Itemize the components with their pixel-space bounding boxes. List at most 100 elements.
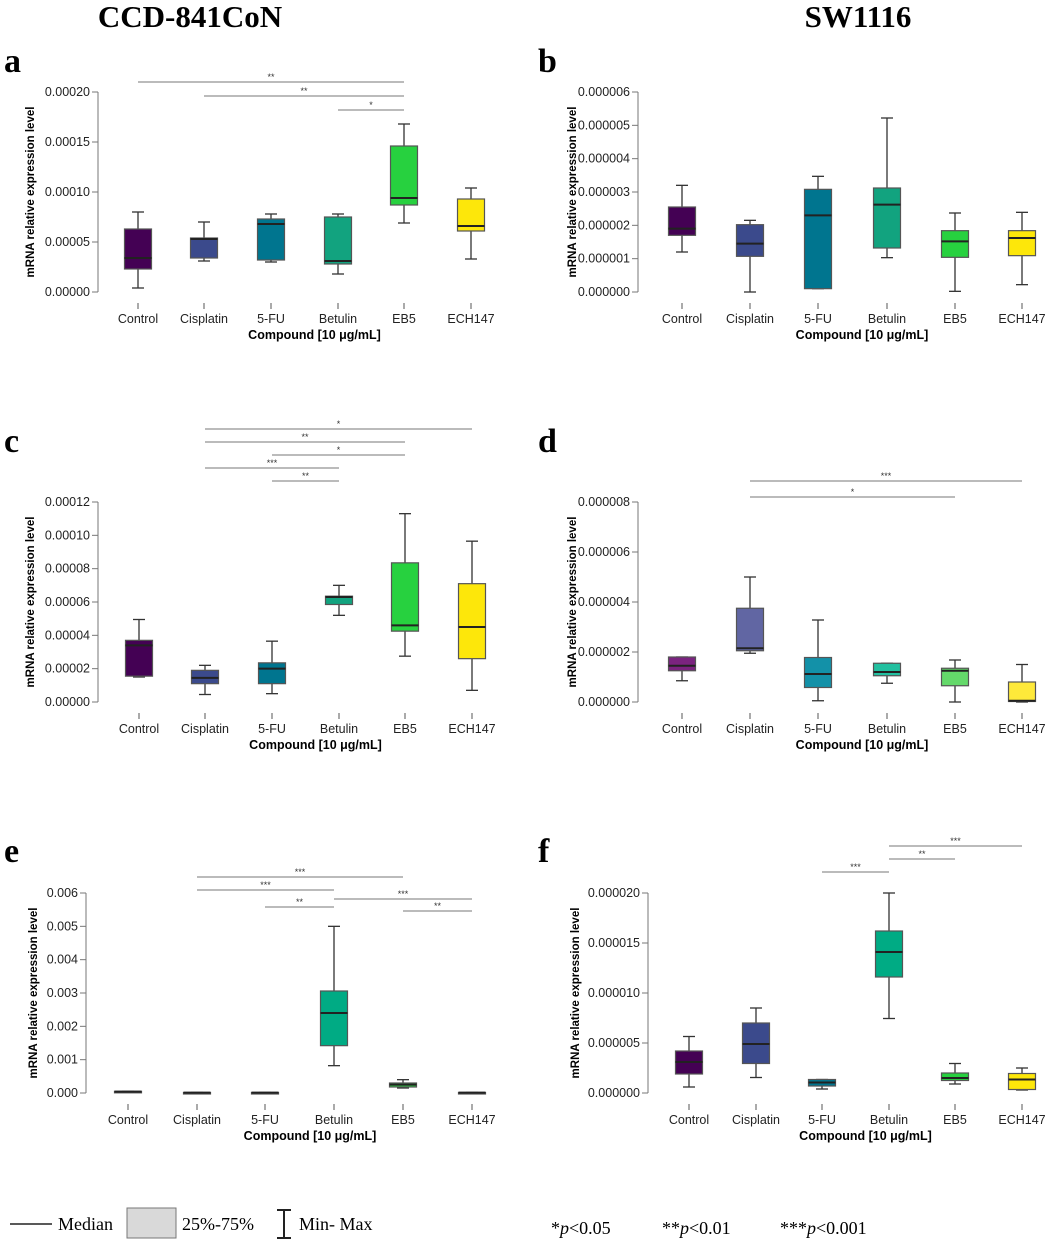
x-axis-title: Compound [10 μg/mL] [244,1129,377,1143]
box-betulin [872,117,902,259]
y-tick-label: 0.00008 [45,562,90,576]
legend-iqr-box [126,1207,177,1239]
y-tick-label: 0.00010 [45,528,90,542]
column-title-right: SW1116 [805,0,912,34]
iqr-box [1007,1072,1037,1091]
y-tick-label: 0.000002 [578,218,630,232]
y-tick-label: 0.000004 [578,152,630,166]
x-tick-label: Betulin [315,1113,353,1127]
x-tick-label: Betulin [868,312,906,326]
y-tick-label: 0.006 [47,886,78,900]
box-ech147 [1007,1067,1037,1091]
x-tick-label: Cisplatin [726,312,774,326]
x-axis-title: Compound [10 μg/mL] [799,1129,932,1143]
legend-sig-3: ***p<0.001 [780,1218,867,1238]
x-tick-label: Control [108,1113,148,1127]
significance-label: *** [398,889,409,899]
panel-a: a 0.00000 0.00005 0.00010 0.00015 0.00020 mRNA… [4,43,495,342]
y-tick-label: 0.000005 [578,118,630,132]
significance-label: ** [301,432,309,442]
y-tick-label: 0.000000 [588,1086,640,1100]
panel-label: f [538,833,550,870]
y-tick-label: 0.003 [47,986,78,1000]
box-eb5 [940,212,970,292]
x-tick-label: EB5 [943,312,967,326]
iqr-box [189,237,219,259]
y-tick-label: 0.00020 [45,85,90,99]
iqr-box [874,930,904,978]
x-tick-label: 5-FU [808,1113,836,1127]
box-control [113,1090,143,1094]
panel-c: c 0.00000 0.00002 0.00004 0.00006 0.00008 0.00… [4,419,496,752]
iqr-box [1007,681,1037,703]
iqr-box [390,562,420,632]
iqr-box [872,187,902,249]
y-tick-label: 0.00006 [45,595,90,609]
significance-label: ** [434,901,442,911]
box-ech147 [456,187,486,260]
legend-iqr-label: 25%-75% [182,1214,254,1234]
y-tick-label: 0.000008 [578,495,630,509]
box-control [124,618,154,678]
significance-label: * [337,445,341,455]
y-axis-title: mRNA relative expression level [567,107,579,278]
y-tick-label: 0.00005 [45,235,90,249]
box-eb5 [388,1079,418,1089]
box-control [674,1035,704,1088]
x-tick-label: 5-FU [804,722,832,736]
x-tick-label: Betulin [319,312,357,326]
iqr-box [319,990,349,1047]
x-tick-label: Control [118,312,158,326]
y-tick-label: 0.000015 [588,936,640,950]
y-tick-label: 0.00004 [45,628,90,642]
significance-label: *** [850,862,861,872]
x-tick-label: Betulin [868,722,906,736]
panel-label: d [538,423,557,460]
legend: Median 25%-75% Min- Max *p<0.05 **p<0.01… [10,1207,867,1239]
significance-label: * [369,100,373,110]
panel-d: d 0.000000 0.000002 0.000004 0.000006 0.00000… [538,423,1046,752]
box-betulin [323,213,353,275]
box-5-fu [256,213,286,263]
iqr-box [735,224,765,257]
iqr-box [940,230,970,258]
iqr-box [667,206,697,236]
x-tick-label: ECH147 [448,1113,495,1127]
panel-label: a [4,43,21,80]
box-5-fu [803,619,833,702]
panel-label: b [538,43,557,80]
x-axis-title: Compound [10 μg/mL] [249,738,382,752]
iqr-box [457,583,487,660]
x-tick-label: EB5 [943,1113,967,1127]
box-eb5 [940,659,970,703]
box-5-fu [250,1091,280,1095]
box-control [667,184,697,253]
y-tick-label: 0.005 [47,919,78,933]
y-tick-label: 0.000010 [588,986,640,1000]
x-tick-label: 5-FU [257,312,285,326]
x-tick-label: Control [119,722,159,736]
y-axis-title: mRNA relative expression level [25,107,37,278]
box-eb5 [389,123,419,224]
box-cisplatin [189,221,219,262]
box-control [123,211,153,289]
y-axis-title: mRNA relative expression level [25,517,37,688]
box-betulin [872,662,902,684]
significance-label: *** [295,867,306,877]
x-tick-label: Betulin [870,1113,908,1127]
y-tick-label: 0.000 [47,1086,78,1100]
x-tick-label: EB5 [391,1113,415,1127]
box-cisplatin [735,219,765,293]
x-tick-label: 5-FU [258,722,286,736]
y-tick-label: 0.000004 [578,595,630,609]
y-tick-label: 0.000006 [578,545,630,559]
y-tick-label: 0.00000 [45,695,90,709]
x-tick-label: Control [662,722,702,736]
legend-range-icon [277,1209,291,1239]
y-tick-label: 0.000003 [578,185,630,199]
y-tick-label: 0.002 [47,1019,78,1033]
box-5-fu [257,640,287,695]
y-tick-label: 0.000002 [578,645,630,659]
panel-e: e 0.000 0.001 0.002 0.003 0.004 0.005 0.006 mRNA… [4,833,496,1143]
significance-label: ** [267,72,275,82]
